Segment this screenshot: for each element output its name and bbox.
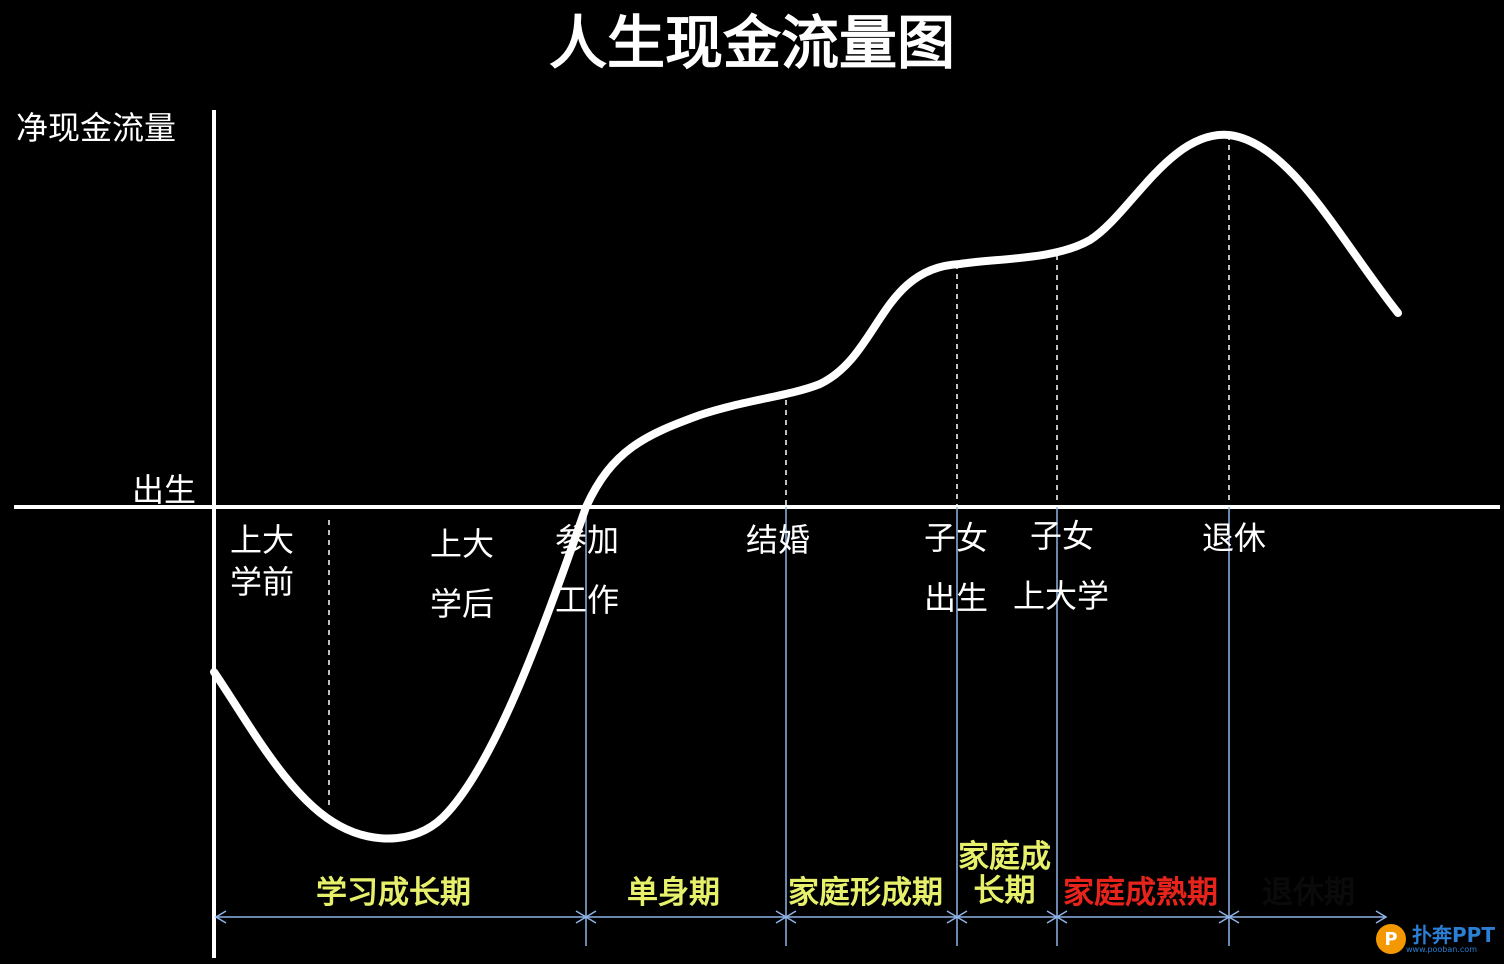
event-marriage-line1: 结婚 [746,521,811,559]
watermark-logo-icon: P [1376,924,1406,954]
arrowhead-left-6 [1227,910,1240,924]
arrowhead-right-6 [1375,910,1388,924]
event-start-work-line1: 参加 [555,521,620,559]
event-pre-college-line1: 上大 [230,521,295,559]
stage-family-maturity: 家庭成熟期 [1063,875,1218,911]
stage-retired: 退休期 [1262,875,1355,911]
cash-flow-curve [210,130,1402,843]
event-post-college-line2: 学后 [430,585,495,623]
arrowhead-left-4 [955,910,968,924]
stage-arrows [214,910,1388,924]
watermark-url: www.pooban.com [1406,944,1477,954]
stage-family-growth: 家庭成 长期 [958,840,1051,908]
arrowhead-left-5 [1055,910,1068,924]
event-start-work-line2: 工作 [555,581,620,619]
arrowhead-left-2 [584,910,597,924]
origin-label: 出生 [132,471,197,509]
arrowhead-left-3 [784,910,797,924]
event-pre-college-line2: 学前 [230,563,295,601]
stage-family-growth-line1: 家庭成 [958,839,1051,875]
event-child-birth-line1: 子女 [924,519,989,557]
y-axis-label: 净现金流量 [16,109,177,147]
diagram-title: 人生现金流量图 [548,9,955,77]
arrowhead-left-1 [214,910,227,924]
stage-family-growth-line2: 长期 [973,873,1036,910]
event-child-college-line2: 上大学 [1013,577,1110,615]
stage-dividers [585,507,1230,946]
event-child-college-line1: 子女 [1030,517,1095,555]
stage-family-formation: 家庭形成期 [788,875,943,911]
watermark: P 扑奔PPT www.pooban.com [1376,924,1495,954]
stage-single: 单身期 [627,875,720,911]
event-guides [328,135,1230,808]
event-retirement-line1: 退休 [1202,519,1267,557]
watermark-text: 扑奔PPT [1412,922,1495,947]
event-child-birth-line2: 出生 [924,579,989,617]
event-post-college-line1: 上大 [430,525,495,563]
stage-study-growth: 学习成长期 [316,875,471,911]
